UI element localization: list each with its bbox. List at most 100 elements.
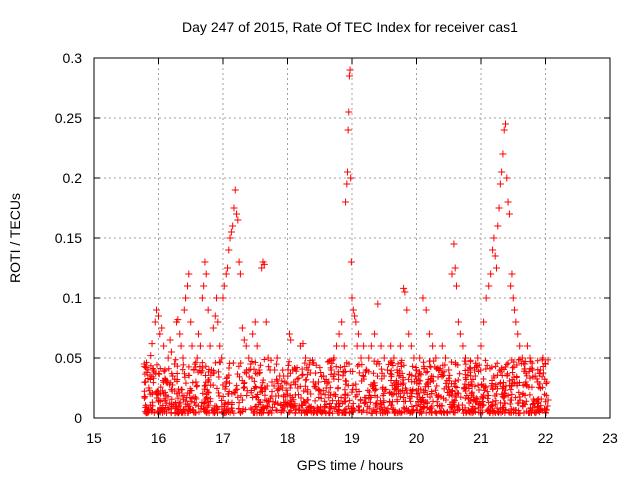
data-point (518, 354, 526, 362)
baseline-marker (523, 372, 530, 379)
x-tick-label: 16 (151, 430, 167, 446)
baseline-marker (218, 397, 225, 404)
baseline-marker (164, 380, 171, 387)
data-point (413, 366, 420, 374)
data-point (207, 366, 215, 374)
baseline-marker (157, 365, 164, 372)
baseline-marker (304, 396, 311, 403)
baseline-marker (254, 406, 261, 413)
baseline-marker (248, 387, 255, 394)
data-point (521, 360, 529, 368)
baseline-marker (278, 407, 285, 414)
data-point (317, 390, 325, 398)
baseline-marker (378, 400, 385, 407)
baseline-marker (211, 410, 218, 417)
data-point (273, 354, 281, 362)
baseline-marker (350, 405, 357, 412)
baseline-marker (346, 397, 353, 404)
data-point (314, 378, 322, 386)
data-point (214, 318, 222, 326)
baseline-marker (482, 357, 489, 364)
baseline-marker (535, 407, 542, 414)
baseline-marker (446, 372, 453, 379)
data-point (400, 284, 408, 292)
data-point (307, 390, 315, 398)
baseline-marker (252, 383, 259, 390)
data-point (407, 342, 415, 350)
baseline-marker (267, 395, 274, 402)
baseline-marker (328, 403, 335, 410)
data-point (536, 366, 544, 374)
baseline-marker (298, 395, 305, 402)
baseline-marker (299, 372, 306, 379)
data-point (179, 354, 187, 362)
baseline-marker (279, 404, 286, 411)
data-point (489, 246, 497, 254)
data-point (349, 306, 357, 314)
baseline-marker (341, 386, 348, 393)
data-point (185, 270, 193, 278)
baseline-marker (437, 394, 444, 400)
baseline-marker (188, 387, 195, 394)
data-point (192, 378, 200, 386)
baseline-marker (354, 363, 361, 370)
x-tick-label: 19 (344, 430, 360, 446)
baseline-marker (500, 394, 507, 401)
data-point (511, 306, 519, 314)
data-point (198, 294, 206, 302)
baseline-marker (428, 409, 435, 416)
baseline-marker (261, 384, 268, 391)
baseline-marker (254, 391, 261, 398)
data-point (196, 342, 204, 350)
baseline-marker (274, 387, 281, 394)
baseline-marker (203, 408, 210, 415)
baseline-marker (215, 374, 222, 381)
baseline-marker (388, 373, 395, 380)
baseline-marker (410, 407, 417, 414)
data-point (419, 294, 427, 302)
baseline-marker (437, 365, 444, 372)
baseline-marker (507, 400, 514, 407)
data-point (219, 294, 227, 302)
data-point (258, 264, 266, 272)
data-point (442, 354, 450, 362)
baseline-marker (194, 382, 201, 389)
baseline-marker (515, 356, 522, 363)
data-point (343, 168, 351, 176)
baseline-marker (390, 380, 397, 387)
baseline-marker (303, 376, 310, 383)
baseline-marker (334, 408, 341, 415)
baseline-marker (162, 389, 169, 396)
baseline-marker (508, 382, 515, 389)
baseline-marker (236, 399, 243, 406)
baseline-marker (332, 391, 339, 398)
baseline-marker (505, 392, 512, 399)
baseline-marker (405, 376, 412, 383)
x-tick-label: 17 (215, 430, 231, 446)
baseline-marker (294, 364, 301, 371)
baseline-marker (204, 404, 211, 411)
data-point (276, 372, 284, 380)
baseline-marker (489, 402, 496, 409)
baseline-marker (262, 386, 269, 393)
baseline-marker (273, 361, 280, 368)
data-point (467, 378, 475, 386)
data-point (435, 366, 443, 374)
baseline-marker (273, 376, 280, 383)
baseline-marker (480, 394, 487, 401)
data-point (450, 240, 458, 248)
baseline-marker (149, 399, 156, 406)
data-point (456, 330, 464, 338)
data-point (480, 318, 488, 326)
baseline-marker (539, 384, 546, 391)
data-point (451, 264, 459, 272)
data-point (147, 352, 155, 360)
baseline-marker (452, 383, 459, 390)
baseline-marker (148, 406, 155, 413)
baseline-marker (155, 370, 162, 377)
baseline-marker (398, 359, 405, 366)
data-point (464, 366, 472, 374)
baseline-marker (261, 397, 268, 404)
baseline-marker (216, 392, 223, 399)
baseline-marker (277, 401, 284, 408)
